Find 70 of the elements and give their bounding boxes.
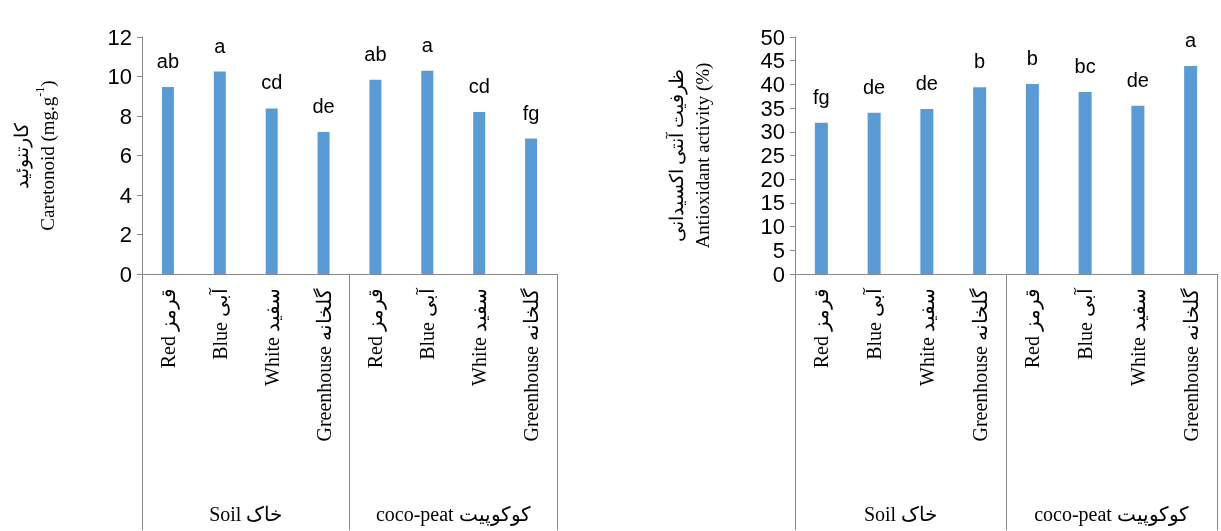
x-tick-label: White سفید <box>468 288 491 386</box>
data-label: cd <box>468 75 490 98</box>
bar <box>973 87 987 274</box>
data-label: a <box>1185 28 1198 51</box>
data-label: de <box>312 95 335 117</box>
y-tick-label: 2 <box>119 222 132 247</box>
y-tick-label: 10 <box>760 214 785 240</box>
data-label: fg <box>813 85 830 108</box>
bar <box>1131 105 1145 274</box>
bar <box>920 109 934 274</box>
y-tick-label: 5 <box>772 237 785 263</box>
x-tick-label: Blue آبی <box>207 287 231 360</box>
y-tick-label: 0 <box>119 261 132 287</box>
data-label: ab <box>364 42 387 65</box>
data-label: a <box>214 34 227 57</box>
bar <box>1025 83 1039 274</box>
x-tick-label: Greenhouse گلخانه <box>520 288 543 442</box>
bar <box>317 132 330 274</box>
data-label: de <box>915 72 938 95</box>
y-tick-label: 50 <box>760 24 785 50</box>
y-tick-label: 15 <box>760 190 785 216</box>
x-tick-label: Greenhouse گلخانه <box>1179 288 1202 442</box>
y-tick-label: 30 <box>760 119 785 145</box>
bar <box>525 138 538 274</box>
x-tick-label: Red قرمز <box>810 288 834 369</box>
x-tick-label: White سفید <box>1126 288 1149 386</box>
data-label: de <box>1126 68 1149 91</box>
text: coco-peat کوکوپیت <box>375 503 531 526</box>
y-tick-label: 4 <box>119 182 132 208</box>
bar <box>369 79 382 274</box>
x-tick-label: Red قرمز <box>1021 288 1045 369</box>
x-tick-label: Red قرمز <box>156 288 180 369</box>
data-label: b <box>1026 46 1038 69</box>
text: Soil خاک <box>863 503 938 525</box>
bar <box>814 122 828 274</box>
y-tick-label: 45 <box>760 48 785 74</box>
bar <box>421 70 434 274</box>
bar <box>867 112 881 274</box>
y-tick-label: 8 <box>119 103 132 129</box>
text: coco-peat کوکوپیت <box>1034 503 1189 526</box>
bar <box>1078 91 1092 274</box>
data-label: a <box>421 33 434 56</box>
y-tick-label: 10 <box>107 64 132 89</box>
bar <box>1184 65 1198 274</box>
data-label: cd <box>261 71 283 94</box>
x-tick-label: White سفید <box>915 288 938 386</box>
data-label: ab <box>156 49 180 72</box>
data-label: fg <box>522 101 540 124</box>
x-tick-label: Red قرمز <box>364 288 388 369</box>
y-tick-label: 12 <box>107 24 132 50</box>
x-tick-label: Blue آبی <box>415 287 439 360</box>
y-tick-label: 0 <box>772 261 785 287</box>
y-tick-label: 20 <box>760 166 785 192</box>
y-tick-label: 40 <box>760 71 785 97</box>
bar <box>473 112 486 274</box>
x-tick-label: Blue آبی <box>862 287 886 360</box>
x-tick-label: Greenhouse گلخانه <box>312 288 335 442</box>
text: Soil خاک <box>209 503 283 525</box>
y-tick-label: 6 <box>119 143 132 168</box>
bar <box>213 71 226 274</box>
bar <box>161 86 174 274</box>
data-label: bc <box>1074 54 1096 77</box>
x-tick-label: Blue آبی <box>1073 287 1097 360</box>
bar <box>265 108 278 274</box>
x-tick-label: White سفید <box>260 288 283 386</box>
data-label: de <box>863 75 886 98</box>
y-tick-label: 25 <box>760 143 785 168</box>
y-tick-label: 35 <box>760 95 785 121</box>
data-label: b <box>974 50 986 73</box>
x-tick-label: Greenhouse گلخانه <box>968 288 991 442</box>
